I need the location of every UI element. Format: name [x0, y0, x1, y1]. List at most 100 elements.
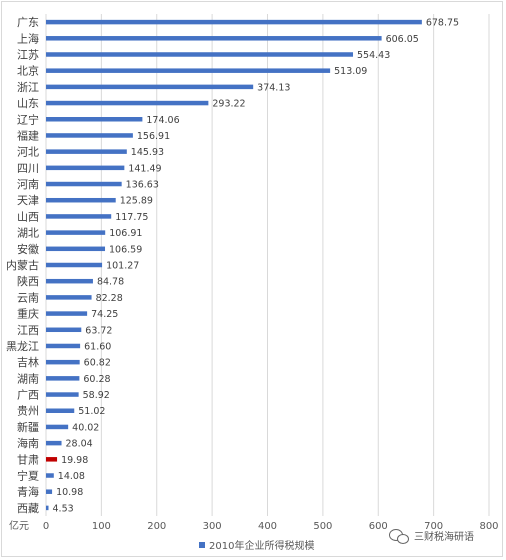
- bar: [46, 408, 75, 413]
- bar: [46, 327, 82, 333]
- bar: [46, 84, 254, 90]
- bar: [46, 262, 103, 268]
- legend: 2010年企业所得税规模: [199, 539, 314, 552]
- bar: [46, 100, 209, 106]
- category-label: 河南: [17, 178, 39, 191]
- category-label: 黑龙江: [6, 340, 39, 353]
- bar: [46, 19, 422, 25]
- bar: [46, 489, 53, 494]
- x-tick-label: 400: [258, 521, 277, 532]
- bar: [46, 246, 106, 252]
- value-label: 125.89: [120, 196, 153, 207]
- x-tick-label: 0: [43, 521, 49, 532]
- category-label: 山东: [17, 97, 39, 110]
- category-label: 陕西: [17, 274, 39, 288]
- bar: [46, 295, 92, 300]
- value-label: 82.28: [96, 293, 123, 304]
- bar: [46, 424, 69, 430]
- category-label: 海南: [17, 436, 39, 450]
- value-label: 74.25: [91, 309, 118, 320]
- category-label: 宁夏: [17, 469, 39, 483]
- bar: [46, 376, 80, 381]
- category-label: 山西: [17, 210, 39, 223]
- category-label: 四川: [17, 162, 39, 175]
- value-label: 156.91: [137, 131, 170, 142]
- value-label: 101.27: [106, 261, 139, 272]
- value-label: 293.22: [212, 99, 245, 110]
- value-label: 58.92: [83, 390, 110, 401]
- x-tick-label: 200: [147, 521, 166, 532]
- x-tick-label: 600: [369, 521, 388, 532]
- x-tick-label: 700: [424, 521, 443, 532]
- category-label: 江苏: [17, 48, 39, 61]
- bar: [46, 165, 125, 171]
- category-label: 内蒙古: [6, 258, 39, 272]
- watermark: 三财税海研语: [389, 529, 474, 544]
- value-label: 678.75: [426, 18, 459, 29]
- value-label: 14.08: [58, 471, 85, 482]
- bar: [46, 181, 122, 187]
- category-label: 云南: [17, 291, 39, 304]
- category-label: 广东: [17, 16, 39, 29]
- category-label: 甘肃: [17, 453, 39, 466]
- category-labels: 广东上海江苏北京浙江山东辽宁福建河北四川河南天津山西湖北安徽内蒙古陕西云南重庆江…: [6, 16, 39, 515]
- watermark-text: 三财税海研语: [414, 530, 474, 543]
- wechat-icon: [389, 529, 409, 544]
- x-tick-label: 300: [203, 521, 222, 532]
- value-label: 51.02: [78, 406, 105, 417]
- value-label: 513.09: [334, 66, 367, 77]
- bar: [46, 197, 116, 203]
- bar: [46, 392, 79, 397]
- category-label: 青海: [17, 485, 39, 499]
- grid-lines: [45, 14, 490, 516]
- bar: [46, 311, 88, 316]
- value-label: 374.13: [257, 82, 290, 93]
- value-label: 606.05: [386, 34, 419, 45]
- bar: [46, 230, 106, 235]
- category-label: 河北: [17, 146, 39, 159]
- x-unit-label: 亿元: [9, 519, 29, 532]
- bar: [46, 343, 81, 349]
- value-label: 106.91: [109, 228, 142, 239]
- bar: [46, 117, 143, 122]
- x-tick-label: 500: [313, 521, 332, 532]
- bar: [46, 473, 54, 478]
- category-label: 福建: [17, 128, 39, 142]
- category-label: 贵州: [17, 405, 39, 418]
- value-label: 28.04: [66, 439, 93, 450]
- value-label: 40.02: [72, 422, 99, 433]
- category-label: 安徽: [17, 242, 39, 256]
- value-label: 19.98: [61, 455, 88, 466]
- category-label: 天津: [17, 194, 39, 207]
- value-label: 4.53: [53, 503, 74, 514]
- bars: [46, 19, 422, 511]
- bar: [46, 133, 133, 138]
- category-label: 广西: [17, 389, 39, 402]
- category-label: 北京: [17, 64, 39, 78]
- category-label: 江西: [17, 324, 39, 337]
- bar: [46, 278, 93, 284]
- bar: [46, 52, 354, 57]
- value-label: 10.98: [56, 487, 83, 498]
- category-label: 新疆: [17, 420, 39, 434]
- value-label: 61.60: [84, 341, 111, 352]
- legend-swatch: [199, 542, 205, 548]
- value-label: 136.63: [126, 180, 159, 191]
- x-tick-label: 100: [92, 521, 111, 532]
- category-label: 浙江: [17, 81, 39, 94]
- category-label: 西藏: [17, 502, 39, 515]
- value-label: 554.43: [357, 50, 390, 61]
- legend-label: 2010年企业所得税规模: [209, 539, 314, 552]
- value-label: 145.93: [131, 147, 164, 158]
- value-label: 60.28: [83, 374, 110, 385]
- bar: [46, 214, 112, 219]
- value-label: 106.59: [109, 244, 142, 255]
- value-label: 174.06: [146, 115, 179, 126]
- category-label: 重庆: [17, 307, 39, 321]
- value-label: 141.49: [128, 163, 161, 174]
- bar: [46, 68, 331, 73]
- x-tick-label: 800: [479, 521, 498, 532]
- category-label: 吉林: [17, 355, 39, 369]
